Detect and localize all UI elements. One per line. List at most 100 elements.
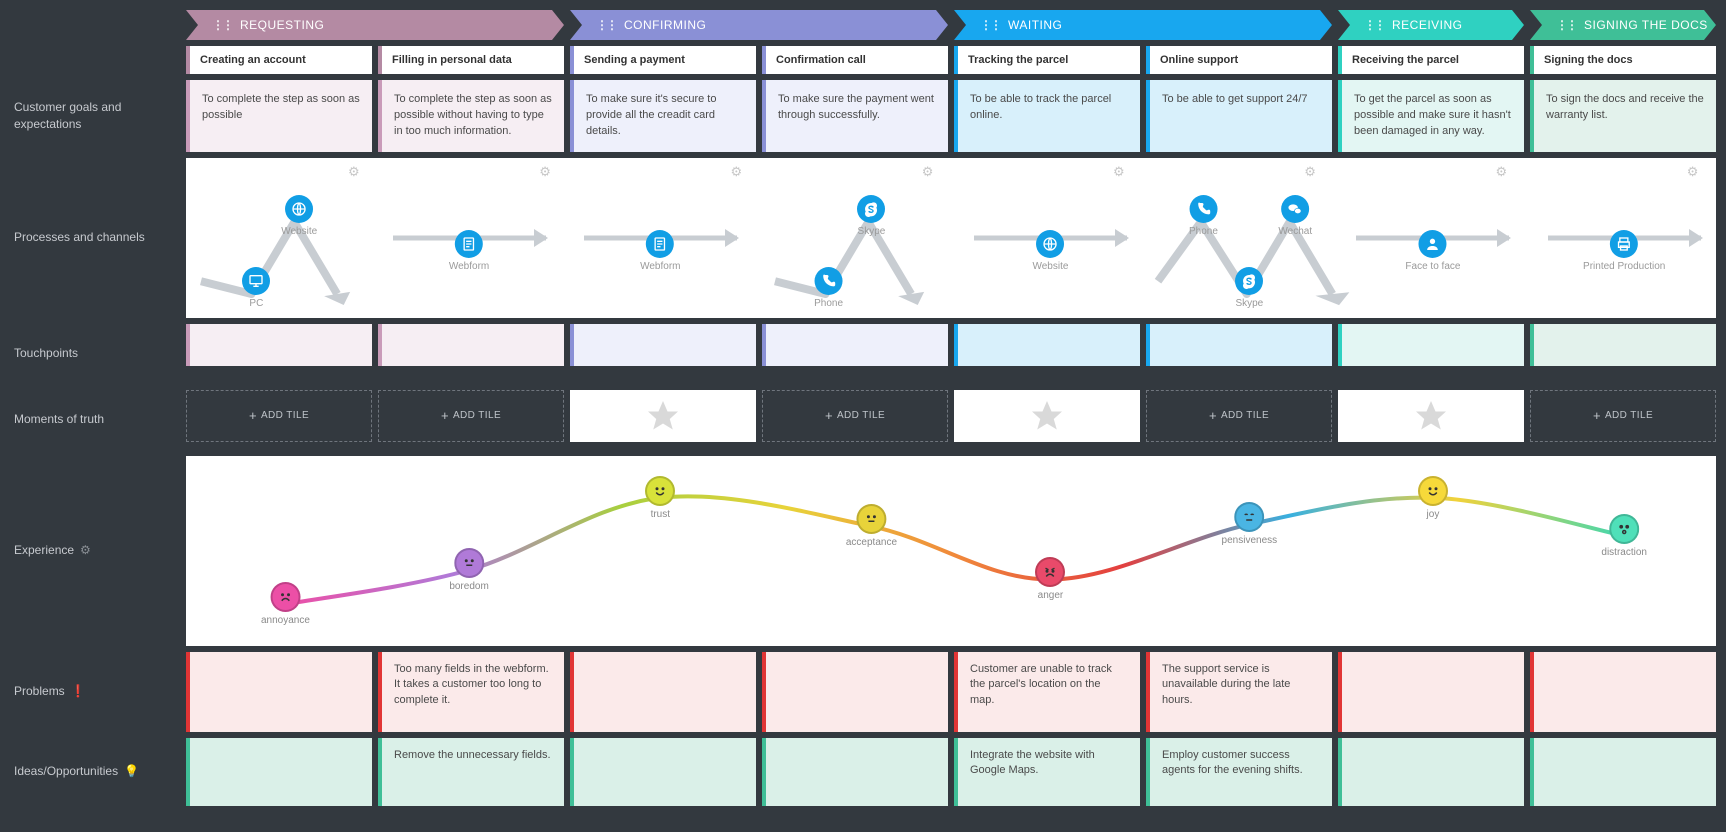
idea-card[interactable]: Integrate the website with Google Maps. (954, 738, 1140, 806)
experience-panel: annoyance boredom trust acceptance anger pens… (186, 456, 1716, 646)
problem-card[interactable] (186, 652, 372, 732)
problem-card[interactable] (1530, 652, 1716, 732)
emotion-label: anger (1035, 590, 1065, 601)
problem-text: The support service is unavailable durin… (1162, 663, 1290, 706)
sad-face-icon (270, 582, 300, 612)
idea-card[interactable] (570, 738, 756, 806)
goal-card[interactable]: To complete the step as soon as possible… (378, 80, 564, 152)
channel-wechat[interactable]: Wechat (1278, 195, 1312, 237)
channel-label: Skype (857, 226, 885, 237)
problem-card[interactable] (762, 652, 948, 732)
emotion-distraction[interactable]: distraction (1601, 514, 1647, 558)
idea-card[interactable]: Remove the unnecessary fields. (378, 738, 564, 806)
goal-card[interactable]: To make sure the payment went through su… (762, 80, 948, 152)
stage-header[interactable]: ⋮⋮ WAITING (954, 10, 1332, 40)
add-tile-button[interactable]: +ADD TILE (1530, 390, 1716, 442)
gear-icon[interactable]: ⚙ (1304, 164, 1316, 180)
idea-card[interactable] (1338, 738, 1524, 806)
channel-printed-production[interactable]: Printed Production (1583, 230, 1665, 272)
touchpoint-tile[interactable] (186, 324, 372, 366)
gear-icon[interactable]: ⚙ (1495, 164, 1507, 180)
idea-card[interactable] (186, 738, 372, 806)
channel-pc[interactable]: PC (242, 267, 270, 309)
gear-icon[interactable]: ⚙ (539, 164, 551, 180)
emotion-joy[interactable]: joy (1418, 476, 1448, 520)
touchpoint-tile[interactable] (1338, 324, 1524, 366)
step-header[interactable]: Creating an account (186, 46, 372, 74)
gear-icon[interactable]: ⚙ (730, 164, 742, 180)
step-header[interactable]: Confirmation call (762, 46, 948, 74)
problem-card[interactable]: The support service is unavailable durin… (1146, 652, 1332, 732)
row-label-moments: Moments of truth (0, 390, 180, 450)
gear-icon[interactable]: ⚙ (80, 542, 91, 559)
channel-skype[interactable]: Skype (1235, 267, 1263, 309)
stage-title: CONFIRMING (624, 18, 706, 32)
moment-star-tile[interactable] (954, 390, 1140, 442)
emotion-annoyance[interactable]: annoyance (261, 582, 310, 626)
goal-card[interactable]: To be able to get support 24/7 (1146, 80, 1332, 152)
phone-icon (1189, 195, 1217, 223)
step-title: Sending a payment (584, 54, 685, 66)
goal-card[interactable]: To make sure it's secure to provide all … (570, 80, 756, 152)
add-tile-button[interactable]: +ADD TILE (762, 390, 948, 442)
step-header[interactable]: Online support (1146, 46, 1332, 74)
gear-icon[interactable]: ⚙ (1113, 164, 1125, 180)
channel-skype[interactable]: Skype (857, 195, 885, 237)
surprised-face-icon (1609, 514, 1639, 544)
touchpoint-tile[interactable] (570, 324, 756, 366)
touchpoint-tile[interactable] (954, 324, 1140, 366)
channel-website[interactable]: Website (281, 195, 317, 237)
emotion-anger[interactable]: anger (1035, 557, 1065, 601)
channel-phone[interactable]: Phone (1189, 195, 1218, 237)
stage-header[interactable]: ⋮⋮CONFIRMING (570, 10, 948, 40)
idea-card[interactable]: Employ customer success agents for the e… (1146, 738, 1332, 806)
goal-card[interactable]: To sign the docs and receive the warrant… (1530, 80, 1716, 152)
add-tile-button[interactable]: +ADD TILE (186, 390, 372, 442)
channel-webform[interactable]: Webform (449, 230, 489, 272)
goal-card[interactable]: To get the parcel as soon as possible an… (1338, 80, 1524, 152)
moment-star-tile[interactable] (570, 390, 756, 442)
channel-website[interactable]: Website (1032, 230, 1068, 272)
step-header[interactable]: Receiving the parcel (1338, 46, 1524, 74)
channel-phone[interactable]: Phone (814, 267, 843, 309)
step-header[interactable]: Sending a payment (570, 46, 756, 74)
drag-grip-icon: ⋮⋮ (980, 18, 1000, 32)
emotion-pensiveness[interactable]: pensiveness (1222, 502, 1278, 546)
emotion-label: acceptance (846, 537, 897, 548)
emotion-boredom[interactable]: boredom (449, 548, 488, 592)
channel-webform[interactable]: Webform (640, 230, 680, 272)
step-header[interactable]: Tracking the parcel (954, 46, 1140, 74)
moment-star-tile[interactable] (1338, 390, 1524, 442)
idea-card[interactable] (762, 738, 948, 806)
problem-card[interactable]: Too many fields in the webform. It takes… (378, 652, 564, 732)
stage-header[interactable]: ⋮⋮REQUESTING (186, 10, 564, 40)
channel-face-to-face[interactable]: Face to face (1405, 230, 1460, 272)
row-label-touchpoints: Touchpoints (0, 324, 180, 384)
step-header[interactable]: Signing the docs (1530, 46, 1716, 74)
gear-icon[interactable]: ⚙ (348, 164, 360, 180)
emotion-label: pensiveness (1222, 535, 1278, 546)
stage-header[interactable]: ⋮⋮SIGNING THE DOCS (1530, 10, 1716, 40)
problem-card[interactable] (1338, 652, 1524, 732)
goal-card[interactable]: To be able to track the parcel online. (954, 80, 1140, 152)
problem-card[interactable]: Customer are unable to track the parcel'… (954, 652, 1140, 732)
touchpoint-tile[interactable] (762, 324, 948, 366)
emotion-trust[interactable]: trust (645, 476, 675, 520)
idea-card[interactable] (1530, 738, 1716, 806)
step-header[interactable]: Filling in personal data (378, 46, 564, 74)
add-tile-button[interactable]: +ADD TILE (1146, 390, 1332, 442)
add-tile-button[interactable]: +ADD TILE (378, 390, 564, 442)
goal-card[interactable]: To complete the step as soon as possible (186, 80, 372, 152)
touchpoint-tile[interactable] (1530, 324, 1716, 366)
problem-card[interactable] (570, 652, 756, 732)
gear-icon[interactable]: ⚙ (1687, 164, 1699, 180)
emotion-acceptance[interactable]: acceptance (846, 504, 897, 548)
gear-icon[interactable]: ⚙ (922, 164, 934, 180)
emotion-label: boredom (449, 581, 488, 592)
stage-title: WAITING (1008, 18, 1062, 32)
touchpoint-tile[interactable] (1146, 324, 1332, 366)
touchpoint-tile[interactable] (378, 324, 564, 366)
channel-label: Skype (1235, 298, 1263, 309)
stage-header[interactable]: ⋮⋮RECEIVING (1338, 10, 1524, 40)
print-icon (1610, 230, 1638, 258)
